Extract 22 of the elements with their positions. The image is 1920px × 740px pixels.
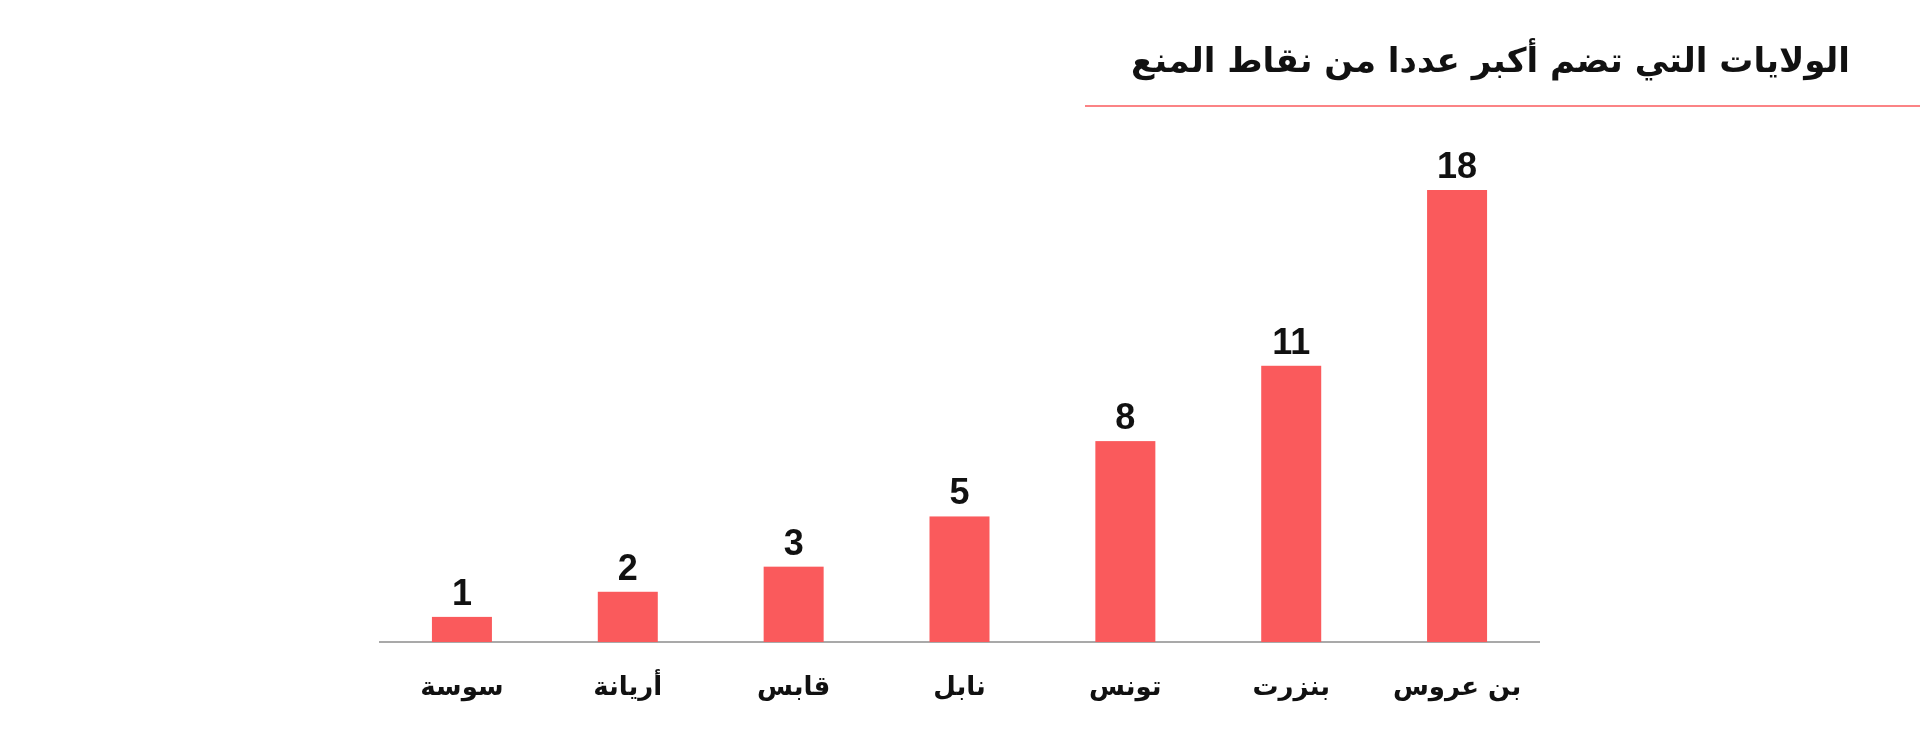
data-label: 2 <box>617 546 638 588</box>
x-tick-label: سوسة <box>420 671 504 702</box>
data-label: 11 <box>1272 320 1311 362</box>
bar <box>431 616 492 642</box>
bar <box>1095 441 1156 642</box>
x-tick-label: قابس <box>756 671 831 701</box>
bar <box>763 566 824 642</box>
data-label: 1 <box>451 571 472 613</box>
data-label: 18 <box>1437 145 1478 186</box>
x-tick-label: بنزرت <box>1252 671 1331 702</box>
x-tick-label: نابل <box>933 671 986 701</box>
x-tick-label: تونس <box>1089 671 1162 702</box>
x-tick-label: أريانة <box>593 669 663 701</box>
data-label: 5 <box>949 471 970 513</box>
chart-title: الولايات التي تضم أكبر عددا من نقاط المنع <box>1131 38 1850 81</box>
x-tick-label: بن عروس <box>1392 671 1522 702</box>
data-label: 3 <box>783 521 804 563</box>
data-label: 8 <box>1115 396 1136 438</box>
bar <box>1427 190 1488 642</box>
bar <box>929 516 990 642</box>
bar <box>1261 365 1322 642</box>
bar <box>597 591 658 642</box>
